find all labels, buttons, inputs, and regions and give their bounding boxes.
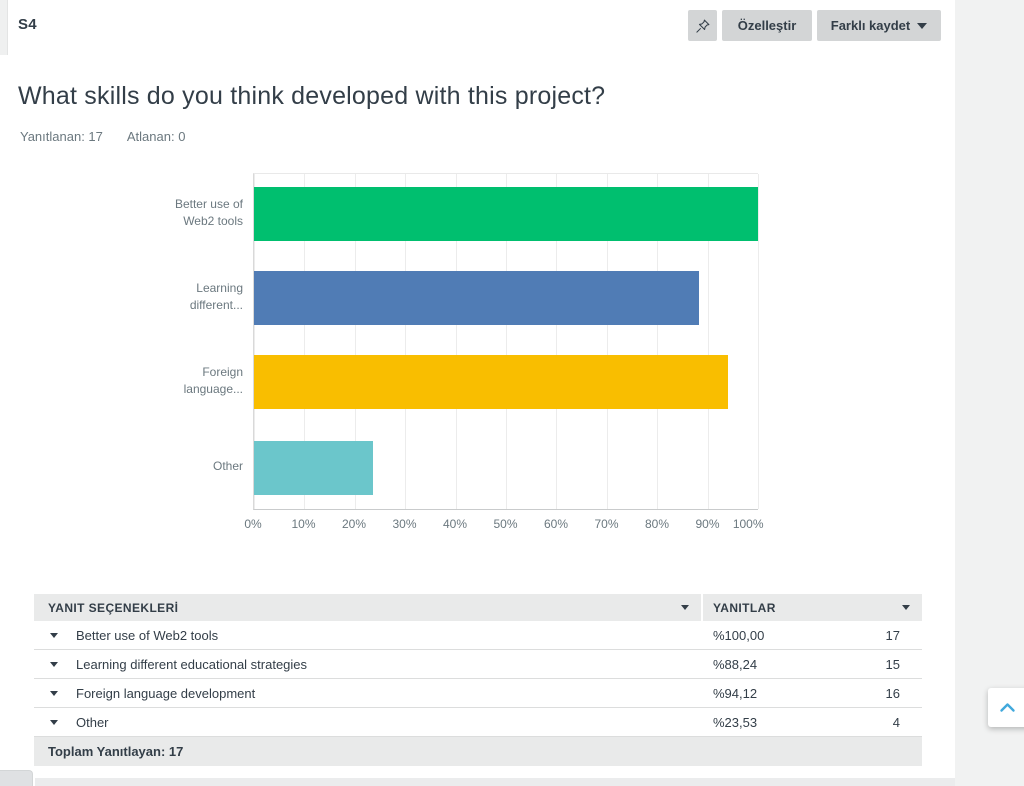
x-tick-label: 10% [291,517,316,531]
gridline [254,174,255,509]
answer-count: 17 [885,627,900,643]
gridline [657,174,659,509]
chart-category-labels: Better use of Web2 tools Learning differ… [0,173,243,510]
pin-button[interactable] [688,10,717,41]
gridline [455,174,457,509]
response-stats: Yanıtlanan: 17 Atlanan: 0 [20,129,185,144]
table-row: Other %23,53 4 [34,708,922,737]
x-tick-label: 80% [644,517,670,531]
bar-foreign-language-development [254,355,729,409]
gridline [606,174,608,509]
category-label: Better use of Web2 tools [174,197,243,228]
x-tick-label: 100% [732,517,764,531]
sort-caret-icon[interactable] [681,605,689,610]
category-label: Foreign language... [183,365,243,396]
question-title: What skills do you think developed with … [18,82,606,110]
skipped-count: Atlanan: 0 [126,129,186,144]
bar-better-use-of-web2-tools [254,187,758,241]
gridline [304,174,306,509]
x-tick-label: 60% [543,517,569,531]
question-number: S4 [18,16,37,33]
expand-caret-icon[interactable] [50,661,58,667]
column-header-answer-choices[interactable]: YANIT SEÇENEKLERİ [34,594,701,621]
scroll-to-top-button[interactable] [988,688,1024,727]
save-as-button[interactable]: Farklı kaydet [817,10,941,41]
x-tick-label: 0% [244,517,262,531]
chevron-down-icon [917,22,928,29]
gridline [758,174,759,509]
bar-learning-different-strategies [254,271,699,325]
answers-table: YANIT SEÇENEKLERİ YANITLAR Better use of… [34,594,922,766]
bottom-left-tab [0,770,33,786]
page-background-strip [955,0,1024,786]
gridline [405,174,407,509]
x-tick-label: 30% [392,517,417,531]
x-axis: 0% 10% 20% 30% 40% 50% 60% 70% 80% 90% 100% [244,517,763,537]
answer-percent: %94,12 [713,685,758,701]
answer-percent: %23,53 [713,714,758,730]
answer-count: 15 [885,656,900,672]
chart-plot [253,173,759,510]
customize-button-label: Özelleştir [737,18,797,33]
expand-caret-icon[interactable] [50,719,58,725]
table-row: Foreign language development %94,12 16 [34,679,922,708]
category-label: Learning different... [189,281,243,312]
expand-caret-icon[interactable] [50,632,58,638]
table-row: Better use of Web2 tools %100,00 17 [34,621,922,650]
x-tick-label: 70% [594,517,619,531]
gridline [506,174,507,509]
bar-other [254,441,373,495]
customize-button[interactable]: Özelleştir [722,10,812,41]
next-card-edge [35,778,955,786]
x-tick-label: 20% [341,517,367,531]
pin-icon [694,17,712,35]
category-label: Other [212,459,243,473]
sort-caret-icon[interactable] [902,605,910,610]
x-tick-label: 50% [493,517,518,531]
answer-label: Learning different educational strategie… [76,656,308,672]
answer-label: Foreign language development [76,685,256,701]
header-divider [701,594,703,621]
gridline [354,174,356,509]
gridline [556,174,558,509]
answer-count: 4 [892,714,900,730]
answer-percent: %88,24 [713,656,758,672]
chevron-up-icon [999,702,1016,713]
table-header: YANIT SEÇENEKLERİ YANITLAR [34,594,922,621]
save-as-button-label: Farklı kaydet [830,18,911,33]
x-tick-label: 90% [695,517,720,531]
x-tick-label: 40% [442,517,468,531]
gridline [707,174,709,509]
column-header-responses[interactable]: YANITLAR [703,594,922,621]
answer-label: Other [76,714,109,730]
expand-caret-icon[interactable] [50,690,58,696]
table-footer-total: Toplam Yanıtlayan: 17 [34,737,922,766]
table-row: Learning different educational strategie… [34,650,922,679]
answer-percent: %100,00 [713,627,765,643]
answer-count: 16 [885,685,900,701]
answer-label: Better use of Web2 tools [76,627,219,643]
answered-count: Yanıtlanan: 17 [20,129,103,144]
card-corner [0,0,8,55]
